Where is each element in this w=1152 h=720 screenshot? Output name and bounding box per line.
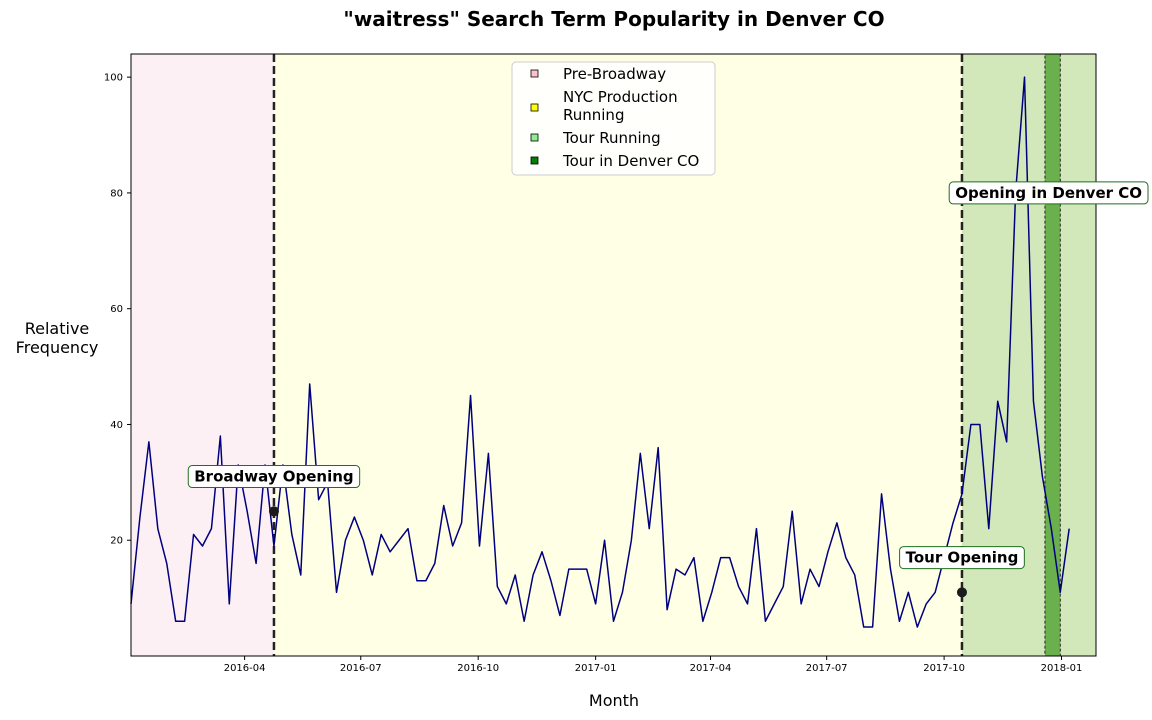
annotation-broadway-opening: Broadway Opening [187, 465, 361, 489]
legend-swatch-tour-in-denver-co [530, 156, 539, 165]
x-tick-label-2017-04: 2017-04 [690, 663, 732, 674]
annotation-opening-in-denver-co: Opening in Denver CO [948, 181, 1149, 205]
plot-frame [130, 53, 1097, 657]
annotation-box-1 [899, 546, 1025, 570]
annotation-box-0 [187, 465, 361, 489]
legend-box [511, 61, 716, 176]
annotation-tour-opening: Tour Opening [899, 546, 1025, 570]
event-marker-1 [956, 587, 967, 598]
annotation-text-0: Broadway Opening [194, 468, 353, 486]
legend-swatch-pre-broadway [530, 69, 539, 78]
y-tick-label-20: 20 [110, 536, 123, 547]
legend-label-tour-in-denver-co: Tour in Denver CO [562, 152, 699, 170]
y-axis-label-line-1: Frequency [16, 338, 99, 357]
y-tick-label-100: 100 [104, 73, 123, 84]
x-tick-label-2016-04: 2016-04 [224, 663, 266, 674]
annotation-text-1: Tour Opening [906, 549, 1019, 567]
legend-entry-pre-broadway: Pre-Broadway [530, 65, 666, 83]
legend-label-pre-broadway: Pre-Broadway [563, 65, 666, 83]
annotations: Broadway Opening Tour Opening Opening in D… [187, 181, 1149, 570]
region-pre-broadway [131, 54, 274, 656]
region-tour-in-denver-co [1044, 53, 1061, 657]
legend-label-nyc-production-running: NYC Production Running [563, 88, 678, 124]
legend-entry-tour-running: Tour Running [530, 129, 661, 147]
x-axis: 2016-04 2016-07 2016-10 2017-01 2017-04 2017-… [224, 656, 1083, 674]
annotation-box-2 [948, 181, 1149, 205]
legend-swatch-tour-running [530, 133, 539, 142]
annotation-text-2: Opening in Denver CO [955, 184, 1142, 202]
x-tick-label-2017-07: 2017-07 [806, 663, 848, 674]
legend-label-tour-running: Tour Running [562, 129, 661, 147]
markers-layer [268, 506, 967, 598]
line-layer [130, 76, 1070, 628]
legend-swatch-nyc-production-running [530, 103, 539, 112]
series-line-0 [130, 76, 1070, 628]
legend-entry-nyc-production-running: NYC Production Running [530, 88, 678, 124]
event-marker-0 [268, 506, 279, 517]
y-tick-label-40: 40 [110, 420, 123, 431]
legend-entry-tour-in-denver-co: Tour in Denver CO [530, 152, 699, 170]
x-tick-label-2016-10: 2016-10 [457, 663, 499, 674]
y-axis-label: Relative Frequency [16, 319, 99, 357]
x-tick-label-2017-10: 2017-10 [923, 663, 965, 674]
chart-title: "waitress" Search Term Popularity in Den… [343, 7, 884, 31]
x-tick-label-2016-07: 2016-07 [340, 663, 382, 674]
x-tick-label-2018-01: 2018-01 [1041, 663, 1083, 674]
vlines-layer [272, 54, 964, 656]
y-tick-label-60: 60 [110, 304, 123, 315]
y-tick-label-80: 80 [110, 188, 123, 199]
x-axis-label: Month [589, 691, 639, 710]
legend: Pre-Broadway NYC Production Running Tour Ru… [511, 61, 716, 176]
x-tick-label-2017-01: 2017-01 [575, 663, 617, 674]
y-axis: 20 40 60 80 100 [104, 73, 131, 547]
y-axis-label-line-0: Relative [25, 319, 90, 338]
